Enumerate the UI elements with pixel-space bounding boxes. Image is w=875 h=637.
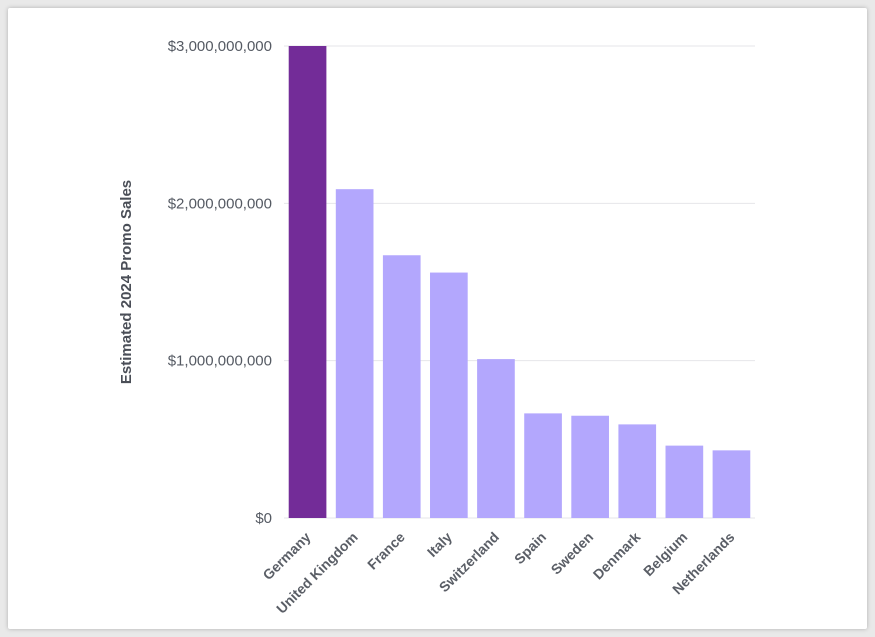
bars — [288, 46, 751, 518]
bar-netherlands[interactable] — [712, 450, 751, 518]
x-tick-label: United Kingdom — [273, 529, 361, 617]
y-tick-label: $3,000,000,000 — [168, 38, 272, 55]
x-tick-label: Sweden — [548, 529, 597, 578]
bar-spain[interactable] — [524, 413, 562, 518]
bar-united-kingdom[interactable] — [335, 189, 374, 518]
x-tick-label: Italy — [424, 529, 455, 560]
x-tick-label: France — [364, 529, 408, 573]
y-axis-ticks: $0 $1,000,000,000 $2,000,000,000 $3,000,000… — [168, 38, 272, 527]
bar-belgium[interactable] — [665, 445, 704, 518]
y-tick-label: $1,000,000,000 — [168, 353, 272, 370]
x-tick-label: Denmark — [590, 529, 644, 583]
bar-germany[interactable] — [288, 46, 327, 518]
y-tick-label: $2,000,000,000 — [168, 195, 272, 212]
bar-sweden[interactable] — [571, 415, 609, 518]
bar-denmark[interactable] — [618, 424, 657, 518]
y-axis-label: Estimated 2024 Promo Sales — [118, 180, 135, 384]
x-tick-label: Spain — [511, 529, 549, 567]
bar-france[interactable] — [382, 255, 421, 518]
bar-switzerland[interactable] — [477, 359, 515, 518]
bar-italy[interactable] — [430, 272, 468, 518]
y-tick-label: $0 — [255, 510, 272, 527]
